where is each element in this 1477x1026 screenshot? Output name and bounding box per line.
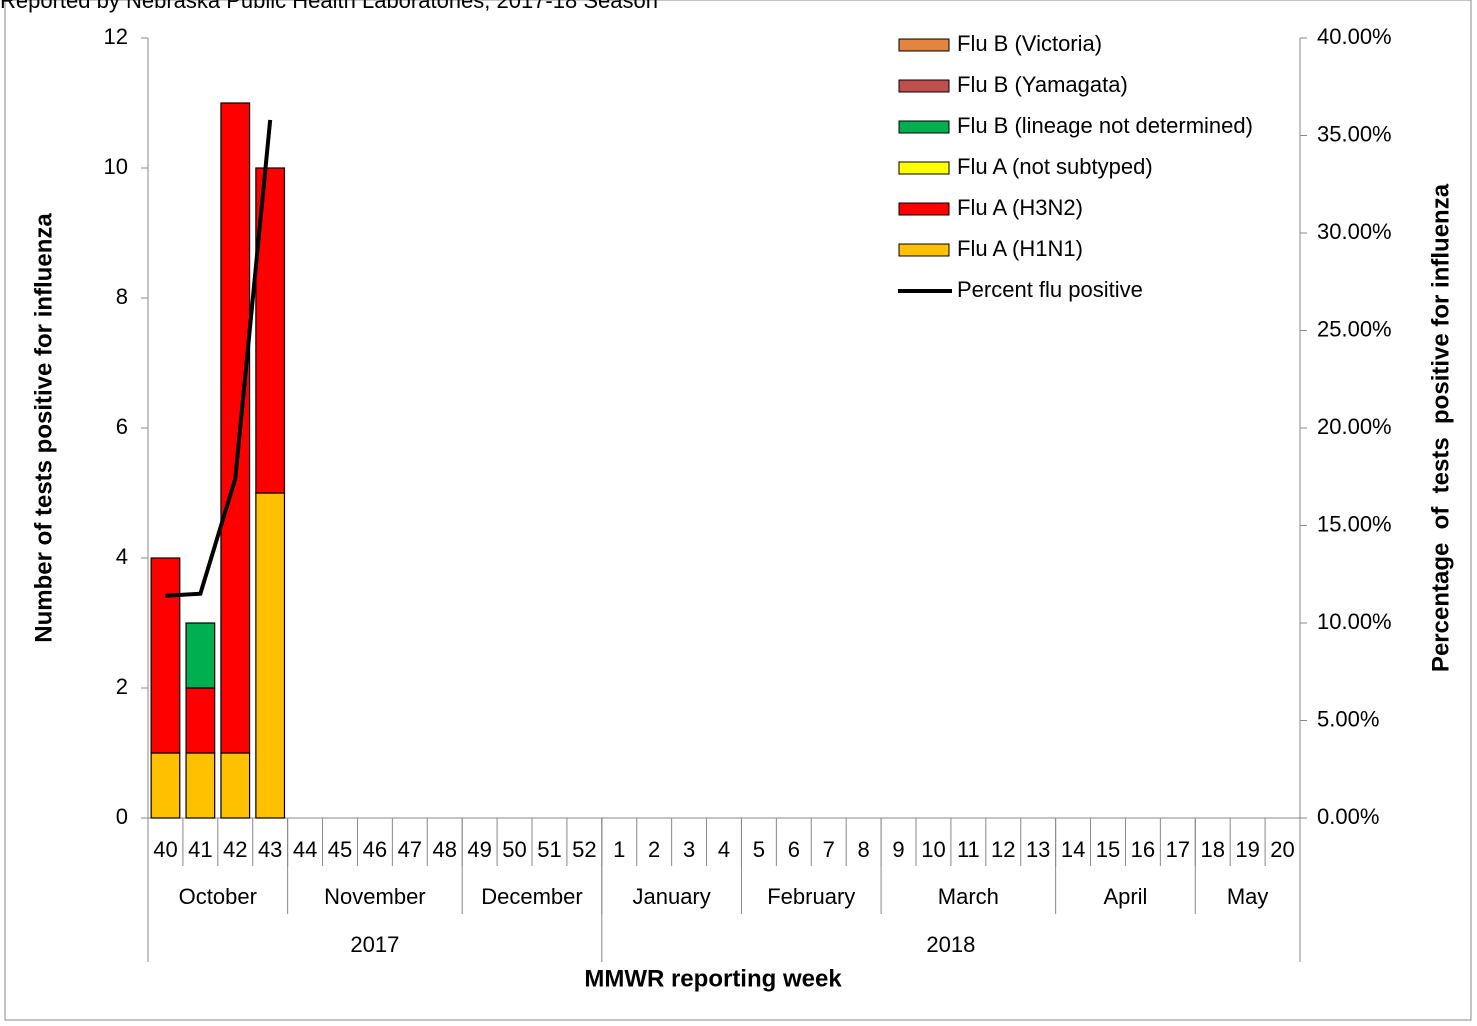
y-tick-label: 4 [116,544,128,569]
month-label: November [324,884,425,909]
legend-label: Percent flu positive [957,277,1143,302]
x-tick-label: 48 [432,837,456,862]
x-tick-label: 44 [293,837,317,862]
legend-label: Flu B (lineage not determined) [957,113,1253,138]
bar-segment [185,687,216,754]
month-label: October [179,884,257,909]
y-tick-label: 2 [116,674,128,699]
y2-tick-label: 15.00% [1317,511,1392,536]
bar-segment [150,752,181,819]
bar-segment [220,102,251,754]
x-tick-label: 5 [753,837,765,862]
x-tick-label: 50 [502,837,526,862]
x-tick-label: 49 [467,837,491,862]
x-tick-label: 45 [328,837,352,862]
year-label: 2018 [926,932,975,957]
x-tick-label: 8 [858,837,870,862]
x-tick-label: 17 [1166,837,1190,862]
y2-tick-label: 35.00% [1317,121,1392,146]
legend-swatch [898,38,950,52]
y2-tick-label: 30.00% [1317,219,1392,244]
x-tick-label: 15 [1096,837,1120,862]
year-label: 2017 [350,932,399,957]
month-label: January [632,884,710,909]
y-tick-label: 0 [116,804,128,829]
bar-segment [185,622,216,689]
y2-tick-label: 40.00% [1317,24,1392,49]
x-tick-label: 7 [823,837,835,862]
month-label: March [938,884,999,909]
x-tick-label: 11 [957,837,980,862]
bar-segment [255,492,286,819]
x-tick-label: 12 [991,837,1015,862]
legend-swatch [898,120,950,134]
x-tick-label: 40 [153,837,177,862]
x-tick-label: 43 [258,837,282,862]
x-tick-label: 14 [1061,837,1085,862]
y2-axis-title: Percentage of tests positive for influen… [1427,183,1454,672]
y2-tick-label: 20.00% [1317,414,1392,439]
x-tick-label: 46 [363,837,387,862]
bar-segment [220,752,251,819]
month-label: April [1103,884,1147,909]
y-tick-label: 12 [104,24,128,49]
y2-tick-label: 0.00% [1317,804,1379,829]
x-tick-label: 42 [223,837,247,862]
legend-label: Flu B (Yamagata) [957,72,1128,97]
legend-label: Flu A (H3N2) [957,195,1083,220]
x-tick-label: 13 [1026,837,1050,862]
x-tick-label: 9 [892,837,904,862]
x-tick-label: 19 [1235,837,1259,862]
legend-label: Flu A (H1N1) [957,236,1083,261]
legend-label: Flu B (Victoria) [957,31,1102,56]
x-tick-label: 47 [398,837,422,862]
month-label: February [767,884,855,909]
y2-tick-label: 5.00% [1317,706,1379,731]
legend-swatch [898,202,950,216]
legend-swatch [898,79,950,93]
x-tick-label: 4 [718,837,730,862]
x-tick-label: 3 [683,837,695,862]
x-tick-label: 10 [921,837,945,862]
chart-title: Reported by Nebraska Public Health Labor… [0,0,658,13]
legend-label: Flu A (not subtyped) [957,154,1153,179]
x-tick-label: 1 [613,837,625,862]
y2-tick-label: 25.00% [1317,316,1392,341]
line-series [165,119,273,598]
month-label: May [1227,884,1269,909]
legend-swatch [898,161,950,175]
y-tick-label: 8 [116,284,128,309]
y-tick-label: 10 [104,154,128,179]
y2-tick-label: 10.00% [1317,609,1392,634]
x-tick-label: 52 [572,837,596,862]
x-tick-label: 41 [188,837,212,862]
y-tick-label: 6 [116,414,128,439]
x-tick-label: 6 [788,837,800,862]
legend-swatch [898,243,950,257]
month-label: December [481,884,582,909]
x-axis-title: MMWR reporting week [584,965,842,992]
y-axis-title: Number of tests positive for influenza [30,213,57,643]
bar-segment [150,557,181,754]
x-tick-label: 18 [1200,837,1224,862]
bar-segment [185,752,216,819]
x-tick-label: 16 [1131,837,1155,862]
x-tick-label: 51 [537,837,561,862]
x-tick-label: 2 [648,837,660,862]
x-tick-label: 20 [1270,837,1294,862]
